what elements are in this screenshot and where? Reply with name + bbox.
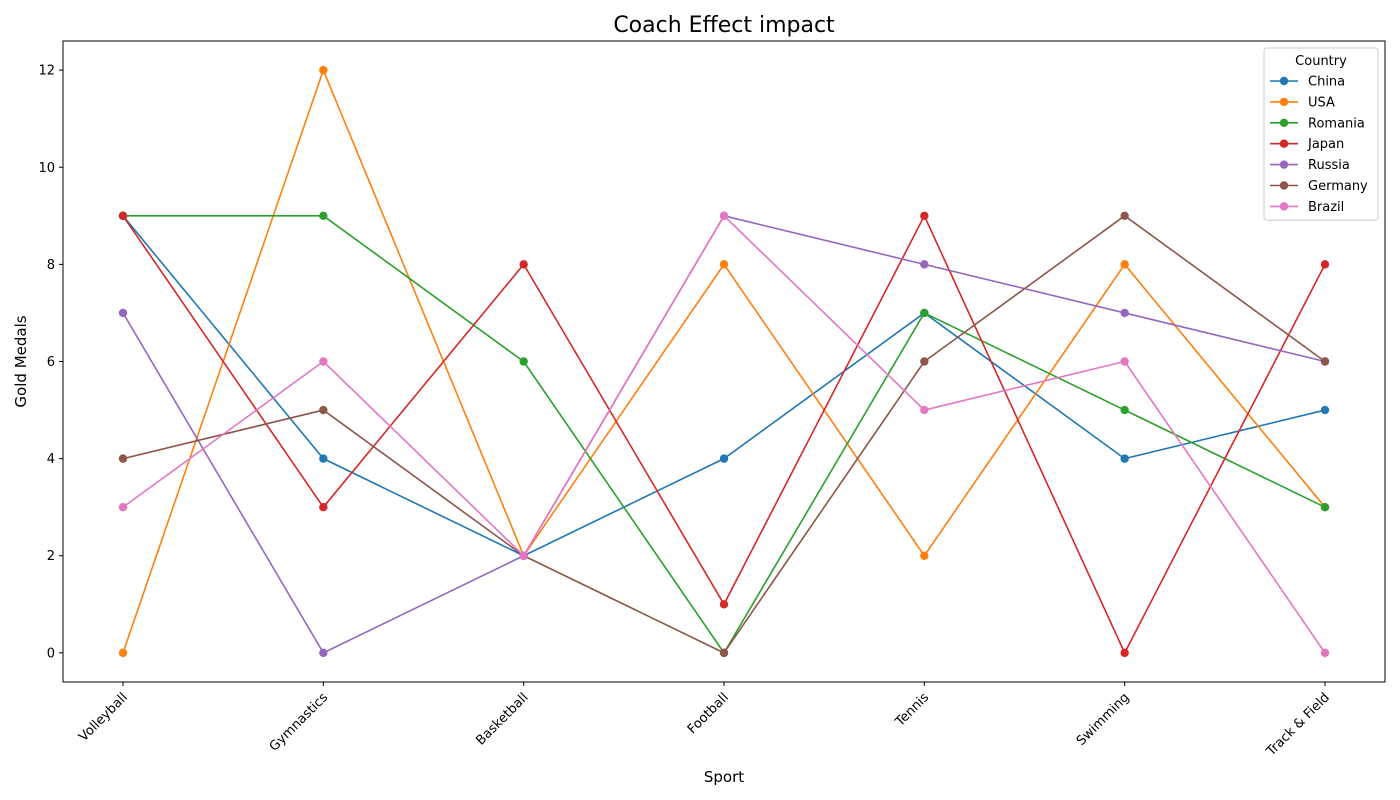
- legend-item-germany[interactable]: Germany: [1270, 179, 1368, 194]
- y-tick-label: 10: [38, 161, 55, 176]
- legend-label: USA: [1308, 95, 1335, 110]
- legend-item-china[interactable]: China: [1270, 75, 1345, 90]
- data-point-usa: [319, 65, 328, 75]
- data-point-usa: [719, 260, 729, 269]
- y-axis: 0 2 4 6 8 10 12: [38, 64, 63, 661]
- y-tick-label: 0: [47, 646, 55, 661]
- data-point-japan: [118, 211, 128, 221]
- legend-swatch-marker: [1279, 97, 1289, 107]
- data-point-romania: [1120, 405, 1129, 415]
- data-point-romania: [519, 357, 528, 366]
- legend-item-usa[interactable]: USA: [1270, 95, 1335, 110]
- data-point-japan: [1120, 648, 1129, 658]
- y-tick-label: 4: [47, 452, 55, 467]
- data-point-japan: [719, 600, 729, 609]
- legend-label: Russia: [1308, 158, 1350, 173]
- y-tick-label: 6: [47, 355, 55, 370]
- legend-swatch-marker: [1279, 202, 1289, 211]
- legend-label: Romania: [1308, 116, 1365, 131]
- data-point-japan: [319, 502, 328, 512]
- data-point-romania: [319, 211, 328, 221]
- series-japan: [118, 211, 1330, 658]
- data-point-germany: [1320, 357, 1330, 366]
- data-point-russia: [118, 308, 128, 318]
- data-point-usa: [118, 648, 128, 658]
- data-point-romania: [920, 308, 929, 318]
- y-tick-label: 8: [47, 258, 55, 273]
- legend-swatch-marker: [1279, 118, 1289, 128]
- x-axis-title: Sport: [704, 768, 744, 786]
- legend-swatch-marker: [1279, 139, 1289, 148]
- data-point-brazil: [920, 405, 929, 415]
- data-point-germany: [920, 357, 929, 366]
- data-point-brazil: [519, 551, 528, 560]
- legend-swatch-marker: [1279, 160, 1289, 169]
- data-point-germany: [719, 648, 729, 658]
- chart-title: Coach Effect impact: [613, 13, 835, 38]
- legend-item-japan[interactable]: Japan: [1270, 137, 1344, 152]
- legend-box: [1263, 47, 1379, 221]
- data-point-japan: [920, 211, 929, 221]
- data-point-china: [1320, 405, 1330, 415]
- data-point-russia: [920, 260, 929, 269]
- data-point-china: [719, 454, 729, 463]
- legend-title: Country: [1295, 54, 1347, 69]
- legend-item-brazil[interactable]: Brazil: [1270, 200, 1344, 215]
- data-point-brazil: [1120, 357, 1129, 366]
- data-point-romania: [1320, 502, 1330, 512]
- series-brazil: [118, 211, 1330, 658]
- legend-label: Germany: [1308, 179, 1368, 194]
- data-point-brazil: [118, 502, 128, 512]
- legend-swatch-marker: [1279, 76, 1289, 86]
- data-point-germany: [319, 405, 328, 415]
- legend-label: Japan: [1307, 137, 1344, 152]
- data-point-usa: [920, 551, 929, 560]
- data-point-germany: [118, 454, 128, 463]
- data-point-japan: [1320, 260, 1330, 269]
- data-point-japan: [519, 260, 528, 269]
- y-tick-label: 2: [47, 549, 55, 564]
- data-point-china: [319, 454, 328, 463]
- data-point-brazil: [1320, 648, 1330, 658]
- legend-label: Brazil: [1308, 200, 1344, 215]
- data-point-brazil: [719, 211, 729, 221]
- legend-item-russia[interactable]: Russia: [1270, 158, 1350, 173]
- data-point-germany: [1120, 211, 1129, 221]
- data-point-china: [1120, 454, 1129, 463]
- data-point-brazil: [319, 357, 328, 366]
- y-axis-title: Gold Medals: [12, 315, 30, 407]
- data-point-usa: [1120, 260, 1129, 269]
- data-point-russia: [319, 648, 328, 658]
- series-germany: [118, 211, 1330, 658]
- y-tick-label: 12: [38, 64, 55, 79]
- legend[interactable]: Country China USA Romania Japan Russia Germany…: [1263, 47, 1379, 221]
- legend-label: China: [1308, 75, 1345, 90]
- data-point-russia: [1120, 308, 1129, 318]
- legend-swatch-marker: [1279, 181, 1289, 190]
- series-group: [118, 65, 1330, 658]
- legend-item-romania[interactable]: Romania: [1270, 116, 1365, 131]
